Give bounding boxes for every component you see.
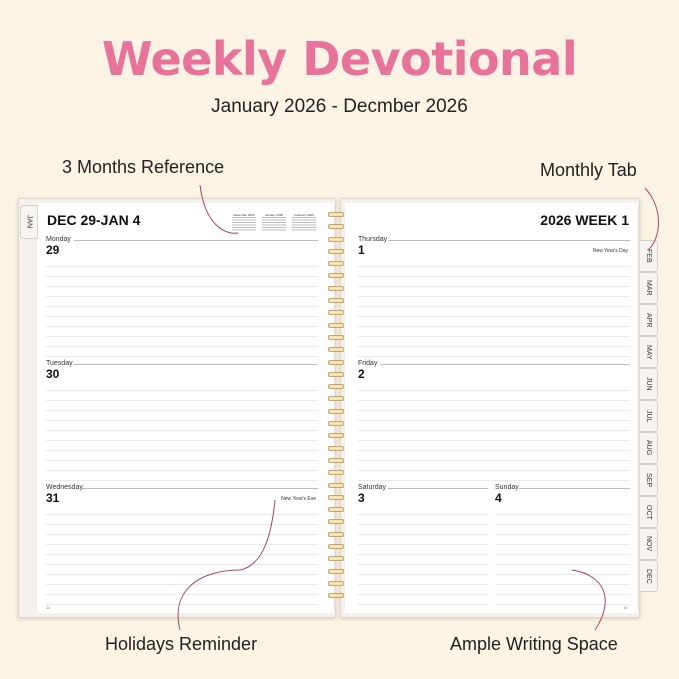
spiral-ring xyxy=(328,408,344,414)
writing-lines[interactable] xyxy=(46,505,318,611)
writing-lines[interactable] xyxy=(358,257,630,357)
spiral-ring xyxy=(328,396,344,402)
tab-may[interactable]: MAY xyxy=(640,336,658,368)
day-block-wednesday: Wednesday 31 New Year's Eve xyxy=(46,484,318,611)
writing-lines[interactable] xyxy=(46,257,318,357)
day-block-tuesday: Tuesday 30 xyxy=(46,360,318,481)
page-title: Weekly Devotional xyxy=(101,32,578,86)
spiral-ring xyxy=(328,421,344,427)
holiday-label: New Year's Eve xyxy=(281,496,316,502)
callout-monthly-tab: Monthly Tab xyxy=(540,160,637,180)
spiral-ring xyxy=(328,212,344,217)
tab-jun[interactable]: JUN xyxy=(640,368,658,400)
spiral-ring xyxy=(328,544,344,550)
day-number: 29 xyxy=(46,243,60,257)
spiral-ring xyxy=(328,568,344,574)
tab-mar[interactable]: MAR xyxy=(640,272,658,304)
writing-lines[interactable] xyxy=(358,381,630,481)
spiral-ring xyxy=(328,384,344,390)
week-header-right: 2026 WEEK 1 xyxy=(540,212,629,228)
spiral-ring xyxy=(328,224,344,230)
tab-nov[interactable]: NOV xyxy=(640,528,658,560)
tab-dec[interactable]: DEC xyxy=(640,560,658,592)
mini-calendar-title: January 2026 xyxy=(264,213,284,217)
day-block-friday: Friday 2 xyxy=(358,360,630,481)
tab-feb[interactable]: FEB xyxy=(640,240,658,272)
writing-lines[interactable] xyxy=(495,505,630,611)
callout-holidays-reminder: Holidays Reminder xyxy=(105,634,258,654)
day-name: Saturday xyxy=(358,484,387,491)
day-name: Friday xyxy=(358,360,378,367)
tab-sep[interactable]: SEP xyxy=(640,464,658,496)
page-number-right: 15 xyxy=(623,605,628,610)
spiral-ring xyxy=(328,457,344,463)
writing-lines[interactable] xyxy=(46,381,318,481)
spiral-ring xyxy=(328,507,344,513)
month-tabs: FEB MAR APR MAY JUN JUL AUG SEP OCT NOV … xyxy=(640,240,658,592)
tab-apr[interactable]: APR xyxy=(640,304,658,336)
mini-calendar: December 2025 xyxy=(232,213,256,231)
spiral-ring xyxy=(328,556,344,562)
spiral-ring xyxy=(328,580,344,586)
spiral-ring xyxy=(328,285,344,291)
spiral-ring xyxy=(328,445,344,451)
spiral-ring xyxy=(328,359,344,365)
callout-3-months-reference: 3 Months Reference xyxy=(62,157,225,177)
day-name: Sunday xyxy=(495,484,519,491)
spiral-ring xyxy=(328,433,344,439)
spiral-ring xyxy=(328,322,344,328)
page-number-left: 14 xyxy=(46,605,51,610)
day-number: 31 xyxy=(46,491,60,505)
day-block-saturday: Saturday 3 xyxy=(358,484,488,611)
week-header-left: DEC 29-JAN 4 xyxy=(47,212,141,228)
day-name: Thursday xyxy=(358,236,388,243)
spiral-ring xyxy=(328,371,344,377)
date-range-subtitle: January 2026 - Decmber 2026 xyxy=(211,96,468,117)
mini-calendars: December 2025 January 2026 February 2026 xyxy=(232,213,316,231)
tab-jul[interactable]: JUL xyxy=(640,400,658,432)
spiral-ring xyxy=(328,298,344,304)
spiral-ring xyxy=(328,494,344,500)
spiral-ring xyxy=(328,310,344,316)
mini-calendar-title: February 2026 xyxy=(294,213,314,217)
spiral-ring xyxy=(328,519,344,525)
writing-lines[interactable] xyxy=(358,505,488,611)
day-number: 4 xyxy=(495,491,502,505)
spiral-ring xyxy=(328,470,344,476)
day-number: 2 xyxy=(358,367,365,381)
spiral-ring xyxy=(328,273,344,279)
day-name: Monday xyxy=(46,236,71,243)
spiral-ring xyxy=(328,248,344,254)
spiral-ring xyxy=(328,531,344,537)
spiral-ring xyxy=(328,593,344,599)
callout-ample-writing-space: Ample Writing Space xyxy=(450,634,618,654)
spiral-binding xyxy=(328,212,344,599)
tab-jan[interactable]: JAN xyxy=(20,205,38,239)
day-block-sunday: Sunday 4 xyxy=(495,484,630,611)
tab-aug[interactable]: AUG xyxy=(640,432,658,464)
tab-oct[interactable]: OCT xyxy=(640,496,658,528)
spiral-ring xyxy=(328,347,344,353)
day-number: 30 xyxy=(46,367,60,381)
holiday-label: New Year's Day xyxy=(592,248,628,254)
day-block-monday: Monday 29 xyxy=(46,236,318,357)
mini-calendar-title: December 2025 xyxy=(233,213,255,217)
spiral-ring xyxy=(328,236,344,242)
day-name: Tuesday xyxy=(46,360,73,367)
mini-calendar: February 2026 xyxy=(292,213,316,231)
day-number: 3 xyxy=(358,491,365,505)
spiral-ring xyxy=(328,261,344,267)
day-number: 1 xyxy=(358,243,365,257)
day-block-thursday: Thursday 1 New Year's Day xyxy=(358,236,630,357)
day-name: Wednesday xyxy=(46,484,83,491)
spiral-ring xyxy=(328,482,344,488)
spiral-ring xyxy=(328,334,344,340)
mini-calendar: January 2026 xyxy=(262,213,286,231)
